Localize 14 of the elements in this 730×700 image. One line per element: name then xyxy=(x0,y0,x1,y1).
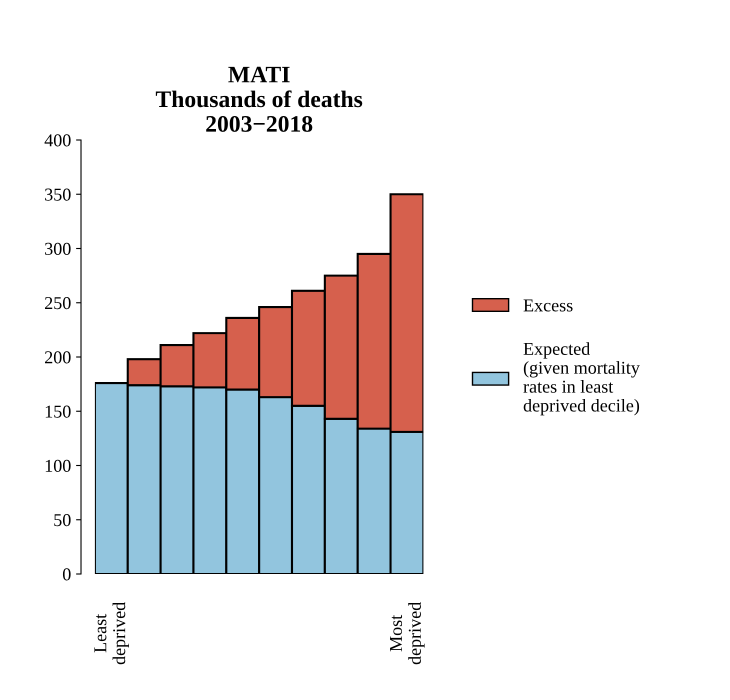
y-tick-label: 100 xyxy=(46,460,71,472)
legend-label: Expected (given mortality rates in least deprived decile) xyxy=(523,342,640,416)
y-tick-label: 0 xyxy=(62,568,71,580)
chart-title: MATI Thousands of deaths 2003−2018 xyxy=(156,66,362,132)
y-tick-label: 150 xyxy=(46,406,71,418)
y-tick-label: 400 xyxy=(44,134,71,146)
y-tick-label: 350 xyxy=(45,188,71,201)
y-tick-label: 200 xyxy=(45,351,71,364)
y-tick-label: 300 xyxy=(45,242,71,255)
y-tick-label: 250 xyxy=(45,297,71,310)
y-tick-label: 50 xyxy=(54,514,71,526)
x-tick-label: Least deprived xyxy=(94,602,129,664)
x-tick-label: Most deprived xyxy=(390,602,425,664)
legend-label: Excess xyxy=(524,300,573,312)
